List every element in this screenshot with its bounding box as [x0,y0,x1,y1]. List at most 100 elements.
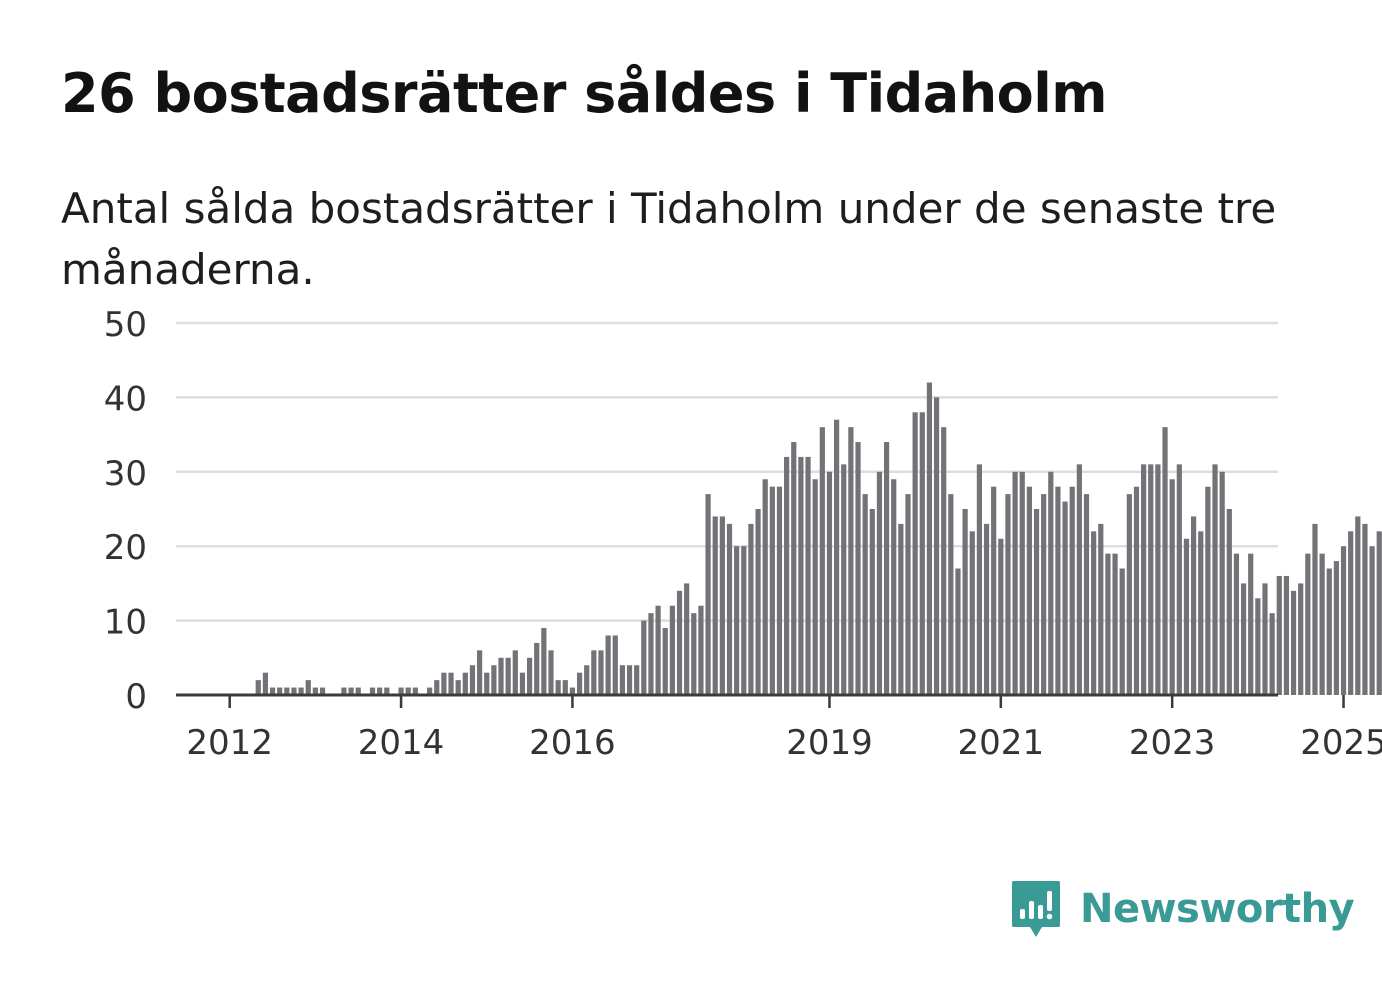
bar [983,523,990,695]
bar [1340,546,1347,695]
bar [1133,486,1140,695]
bar [427,687,433,695]
bar [948,494,954,695]
bar [912,412,918,695]
bar [269,687,276,695]
bar [734,546,740,695]
bar [741,546,747,695]
bar [1369,546,1375,695]
bar [1205,486,1211,695]
bar [319,687,326,695]
bar [534,642,540,695]
bar [1233,553,1240,695]
bar [1262,583,1268,695]
bar [998,538,1004,695]
bar [705,494,711,695]
bar [676,590,683,695]
bar [691,613,697,695]
y-tick-label: 50 [104,305,147,345]
bar [291,687,297,695]
bar [798,456,804,695]
x-tick-label: 2025 [1300,723,1382,763]
bar [1155,464,1161,695]
bar [826,471,833,695]
bar [1312,523,1318,695]
bar [876,471,883,695]
bar [719,516,725,695]
bar [684,583,690,695]
bar [562,680,568,695]
bar [1305,553,1311,695]
bar [669,605,675,695]
bar [1005,494,1011,695]
bar [976,464,982,695]
bar [341,687,347,695]
bar [776,486,783,695]
bar [1033,509,1040,695]
bar [862,494,868,695]
bar [855,442,861,695]
bar [1112,553,1118,695]
bar [526,657,533,695]
bar [1240,583,1247,695]
bar [698,605,704,695]
bar [441,672,447,695]
x-tick-label: 2014 [358,723,445,763]
bar [1226,509,1232,695]
bar [969,531,975,695]
bar [962,509,968,695]
bar-chart: 0102030405020122014201620192021202320252… [104,305,1382,763]
bar [784,456,790,695]
bar [1169,479,1175,695]
bar [1098,523,1104,695]
newsworthy-logo-icon [1012,881,1060,937]
bar [605,635,611,695]
brand-logo[interactable]: Newsworthy [1010,878,1355,940]
bar [1276,575,1282,695]
bar [584,665,590,695]
bar [1041,494,1047,695]
bar [1362,523,1368,695]
x-tick-label: 2016 [529,723,616,763]
bar [1333,561,1339,695]
bar [641,620,647,695]
bar [1191,516,1197,695]
bar [812,479,818,695]
bar [769,486,775,695]
bar [1326,568,1332,695]
bar [634,665,640,695]
bar [1055,486,1061,695]
bar [1176,464,1182,695]
bar [1248,553,1254,695]
bar [412,687,418,695]
bar [262,672,268,695]
bar [1198,531,1204,695]
bar [1183,538,1190,695]
bar [648,613,654,695]
bar [1319,553,1325,695]
bar [548,650,554,695]
bar [869,509,875,695]
bar [519,672,526,695]
bar [591,650,597,695]
bar [348,687,354,695]
bar [1269,613,1275,695]
bar [1048,471,1054,695]
bar [541,628,547,695]
bar [1148,464,1154,695]
bar [312,687,318,695]
bar [1162,427,1168,695]
bar [991,486,997,695]
bar [626,665,633,695]
bar [1283,575,1290,695]
bar [898,523,904,695]
bar [748,523,754,695]
bar [841,464,847,695]
bar [791,442,797,695]
bar [355,687,361,695]
bar [755,509,761,695]
bar [941,427,947,695]
bar [484,672,490,695]
bar [405,687,411,695]
bar [477,650,483,695]
